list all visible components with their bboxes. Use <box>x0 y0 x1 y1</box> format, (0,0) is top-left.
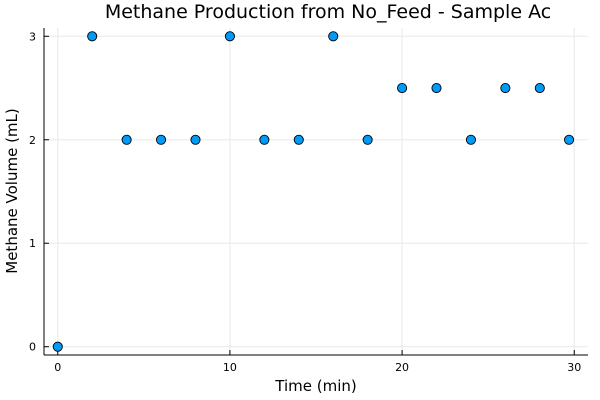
data-point <box>52 341 63 352</box>
x-tick-label: 30 <box>567 361 581 374</box>
x-tick-label: 10 <box>223 361 237 374</box>
y-axis-label: Methane Volume (mL) <box>3 108 21 273</box>
data-point <box>362 134 373 145</box>
x-tick-label: 20 <box>395 361 409 374</box>
x-tick-label: 0 <box>54 361 61 374</box>
x-axis-label: Time (min) <box>274 377 356 395</box>
data-point <box>534 82 545 94</box>
data-point <box>564 134 575 145</box>
data-point <box>121 134 132 145</box>
data-point <box>397 82 408 94</box>
y-tick-label: 1 <box>29 237 36 250</box>
data-point <box>431 82 442 94</box>
data-points <box>52 31 575 352</box>
data-point <box>259 134 270 145</box>
y-tick-label: 0 <box>29 341 36 354</box>
y-tick-label: 3 <box>29 30 36 43</box>
data-point <box>465 134 476 145</box>
data-point <box>224 31 235 42</box>
data-point <box>328 31 339 42</box>
ticks: 0 10 20 30 0 1 2 3 <box>29 30 581 374</box>
y-tick-label: 2 <box>29 134 36 147</box>
axes <box>43 28 588 356</box>
chart-title: Methane Production from No_Feed - Sample… <box>105 1 551 23</box>
data-point <box>190 134 201 145</box>
data-point <box>87 31 98 42</box>
data-point <box>293 134 304 145</box>
data-point <box>500 82 511 94</box>
grid <box>44 28 588 355</box>
data-point <box>156 134 167 145</box>
